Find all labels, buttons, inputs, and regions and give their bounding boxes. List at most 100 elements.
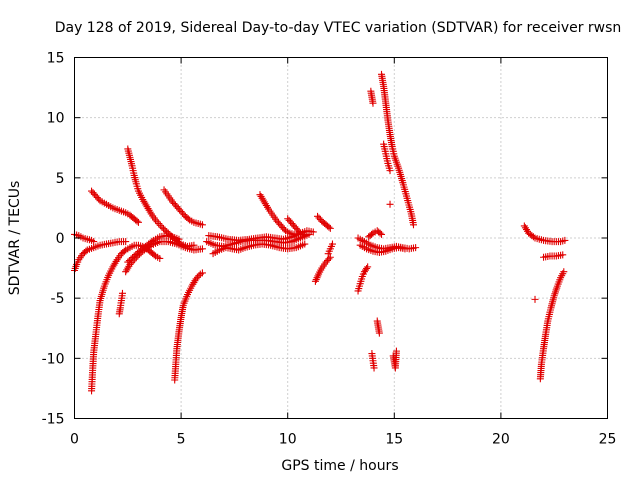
data-point bbox=[125, 257, 133, 265]
data-point bbox=[198, 269, 206, 277]
series-arc-17 bbox=[311, 253, 334, 285]
axis-ticks bbox=[74, 57, 608, 419]
series-arc-18 bbox=[324, 240, 336, 258]
data-point bbox=[127, 255, 135, 263]
y-tick-label: 0 bbox=[56, 231, 65, 247]
series-arc-29 bbox=[389, 347, 400, 372]
data-point bbox=[82, 247, 90, 255]
series-arc-31 bbox=[531, 295, 539, 303]
series-arc-19 bbox=[354, 263, 372, 295]
x-tick-labels: 0 5 10 15 20 25 bbox=[70, 432, 616, 448]
data-point bbox=[95, 195, 103, 203]
data-point bbox=[561, 236, 569, 244]
series-arc-30 bbox=[520, 222, 569, 246]
data-point bbox=[122, 238, 130, 246]
series-arc-01 bbox=[71, 238, 130, 274]
series-arc-26 bbox=[378, 70, 417, 229]
data-point bbox=[412, 244, 420, 252]
series-arc-05 bbox=[115, 289, 126, 318]
data-point bbox=[148, 238, 156, 246]
data-point bbox=[392, 347, 400, 355]
series-arc-06 bbox=[124, 145, 198, 250]
data-point bbox=[124, 258, 132, 266]
data-point bbox=[160, 225, 168, 233]
series-arc-10 bbox=[171, 269, 206, 384]
data-point bbox=[161, 226, 169, 234]
data-point bbox=[364, 263, 372, 271]
series-arc-08 bbox=[124, 232, 183, 266]
y-tick-label: 10 bbox=[47, 111, 65, 127]
data-point bbox=[401, 245, 409, 253]
y-tick-labels: -15 -10 -5 0 5 10 15 bbox=[42, 51, 65, 428]
y-tick-label: 15 bbox=[47, 51, 65, 67]
data-point bbox=[326, 253, 334, 261]
data-point bbox=[295, 228, 303, 236]
data-point bbox=[529, 233, 537, 241]
data-point bbox=[150, 251, 158, 259]
data-point bbox=[378, 230, 386, 238]
series-arc-27 bbox=[380, 140, 394, 175]
data-point bbox=[130, 252, 138, 260]
series-arc-21 bbox=[356, 241, 409, 256]
data-point bbox=[368, 230, 376, 238]
x-tick-label: 5 bbox=[177, 432, 186, 448]
series-arc-04 bbox=[88, 187, 142, 226]
x-tick-label: 20 bbox=[492, 432, 510, 448]
x-axis-label: GPS time / hours bbox=[281, 458, 398, 474]
y-tick-label: -10 bbox=[42, 351, 65, 367]
series-arc-09 bbox=[160, 186, 206, 229]
data-point bbox=[369, 99, 377, 107]
data-point bbox=[301, 240, 309, 248]
series-arc-02 bbox=[71, 230, 98, 246]
data-point bbox=[156, 221, 164, 229]
data-point bbox=[120, 247, 128, 255]
data-point bbox=[132, 251, 140, 259]
data-point bbox=[118, 289, 126, 297]
series-arc-03 bbox=[88, 241, 164, 395]
series-arc-24 bbox=[368, 350, 378, 372]
data-point bbox=[370, 364, 378, 372]
data-point bbox=[184, 215, 192, 223]
y-tick-label: 5 bbox=[56, 171, 65, 187]
data-point bbox=[326, 224, 334, 232]
series-arc-32 bbox=[536, 268, 568, 383]
series-arc-23 bbox=[367, 87, 377, 107]
y-tick-label: -15 bbox=[42, 412, 65, 428]
data-point bbox=[325, 223, 333, 231]
data-point bbox=[155, 220, 163, 228]
data-point bbox=[158, 223, 166, 231]
series-arc-33 bbox=[540, 251, 567, 261]
data-point bbox=[198, 245, 206, 253]
data-point bbox=[409, 221, 417, 229]
grid-lines bbox=[74, 57, 608, 419]
series-arc-22 bbox=[365, 227, 386, 241]
data-point bbox=[175, 235, 183, 243]
data-point bbox=[386, 167, 394, 175]
series-arc-28 bbox=[386, 200, 394, 208]
y-axis-label: SDTVAR / TECUs bbox=[7, 181, 23, 296]
series-arc-07 bbox=[122, 238, 206, 276]
x-tick-label: 15 bbox=[385, 432, 403, 448]
data-point bbox=[156, 254, 164, 262]
x-tick-label: 10 bbox=[279, 432, 297, 448]
data-point bbox=[133, 249, 141, 257]
data-point bbox=[90, 238, 98, 246]
data-points bbox=[71, 70, 569, 395]
data-point bbox=[386, 200, 394, 208]
data-point bbox=[325, 255, 333, 263]
data-point bbox=[375, 329, 383, 337]
series-arc-12 bbox=[209, 240, 309, 258]
data-point bbox=[363, 264, 371, 272]
data-point bbox=[198, 221, 206, 229]
series-arc-16 bbox=[314, 212, 334, 232]
data-point bbox=[133, 217, 141, 225]
series-arc-14 bbox=[256, 191, 302, 238]
data-point bbox=[280, 225, 288, 233]
data-point bbox=[153, 218, 161, 226]
data-point bbox=[301, 232, 309, 240]
chart-title: Day 128 of 2019, Sidereal Day-to-day VTE… bbox=[55, 20, 622, 36]
data-point bbox=[328, 240, 336, 248]
data-point bbox=[376, 229, 384, 237]
data-point bbox=[309, 228, 317, 236]
